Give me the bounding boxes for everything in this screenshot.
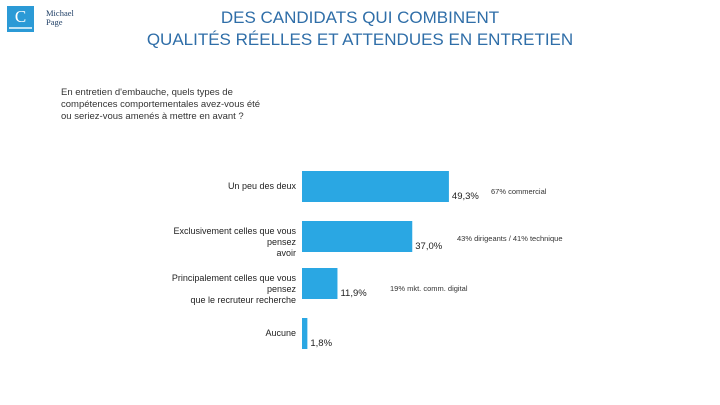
annotation-2: 43% dirigeants / 41% technique [457,234,563,243]
category-label-1: Un peu des deux [146,181,296,192]
logo-underline [9,27,32,29]
category-label-3-line-1: Principalement celles que vous pensez [171,272,296,294]
logo-letter: C [14,7,27,26]
bar-3 [302,268,338,299]
category-label-3-line-2: que le recruteur recherche [190,294,296,305]
category-label-2-line-1: Exclusivement celles que vous pensez [173,225,296,247]
bar-2 [302,221,413,252]
value-label-3: 11,9% [340,287,367,299]
brand-wordmark: Michael Page [46,9,86,27]
brand-line-2: Page [46,17,63,27]
company-logo-icon: C [7,6,34,32]
value-label-2: 37,0% [415,240,443,252]
category-label-3: Principalement celles que vous pensez que… [146,273,296,306]
category-label-4: Aucune [146,328,296,339]
value-label-4: 1,8% [310,337,333,349]
survey-question: En entretien d'embauche, quels types de … [61,87,261,122]
category-label-2: Exclusivement celles que vous pensez avoi… [146,226,296,259]
category-label-4-line-1: Aucune [265,328,296,338]
page-title-line-2: QUALITÉS RÉELLES ET ATTENDUES EN ENTRETI… [146,30,574,49]
value-label-1: 49,3% [451,190,479,202]
category-label-2-line-2: avoir [276,247,296,258]
bar-1 [302,171,449,202]
category-label-1-line-1: Un peu des deux [227,181,296,191]
bar-4 [302,318,308,349]
page-title-line-1: DES CANDIDATS QUI COMBINENT [220,8,500,27]
brand-line-1: Michael [46,8,74,18]
annotation-3: 19% mkt. comm. digital [390,284,468,293]
annotation-1: 67% commercial [491,187,547,196]
